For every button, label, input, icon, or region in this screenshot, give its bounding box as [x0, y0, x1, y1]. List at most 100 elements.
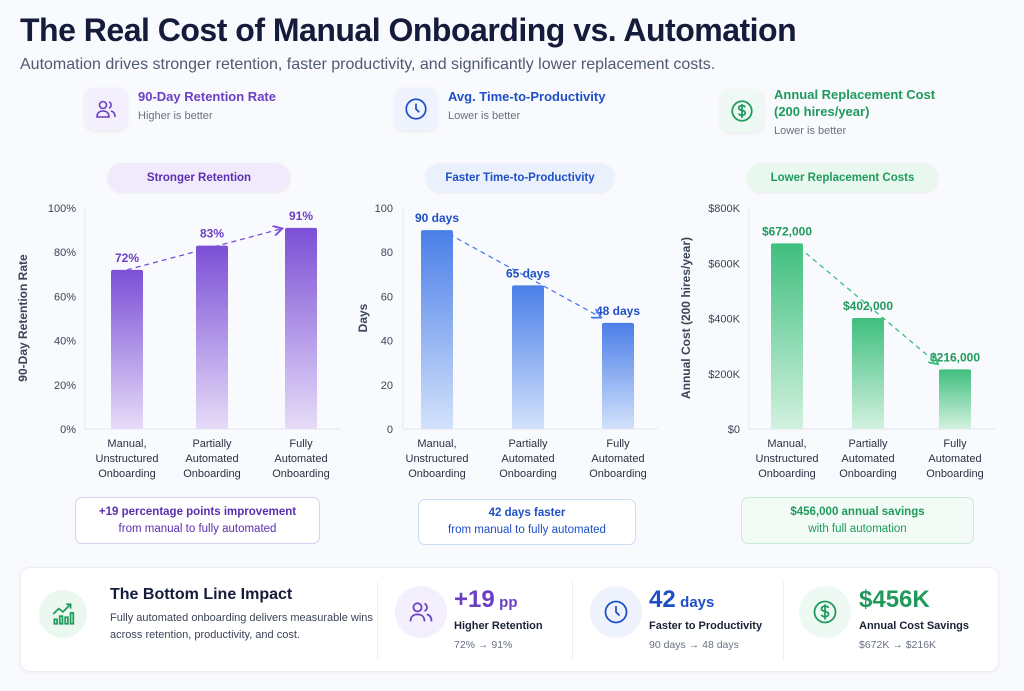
page-title: The Real Cost of Manual Onboarding vs. A… — [20, 12, 797, 48]
pill-stronger-retention: Stronger Retention — [108, 163, 290, 192]
pill-lower-costs: Lower Replacement Costs — [747, 163, 938, 192]
trend-arrow — [798, 246, 937, 363]
y-tick-label: 0% — [60, 424, 76, 436]
header-retention: 90-Day Retention Rate Higher is better — [85, 88, 276, 130]
header-productivity: Avg. Time-to-Productivity Lower is better — [395, 88, 605, 130]
y-tick-label: 40% — [54, 336, 76, 348]
pill-faster-productivity: Faster Time-to-Productivity — [426, 163, 614, 192]
callout-title: 42 days faster — [488, 507, 566, 519]
stat-unit: pp — [499, 594, 518, 611]
clock-icon — [590, 586, 642, 638]
bottom-line-panel: The Bottom Line Impact Fully automated o… — [20, 567, 999, 672]
bar — [421, 230, 453, 429]
bar-value-label: $216,000 — [930, 350, 980, 364]
header-title: Annual Replacement Cost (200 hires/year) — [774, 87, 936, 119]
chart-3: $0 $200K $400K $600K $800K Annual Cost (200 h… — [679, 203, 995, 480]
bar — [512, 285, 544, 429]
y-tick-label: 100% — [48, 203, 76, 215]
divider — [783, 582, 784, 659]
header-sub: Lower is better — [774, 125, 847, 137]
callout-sub: with full automation — [808, 522, 907, 535]
stat-value: +19 — [454, 586, 495, 613]
category-label: Manual, Unstructured Onboarding — [406, 438, 469, 480]
bar — [771, 243, 803, 429]
stat-sub: 90 days → 48 days — [649, 639, 739, 651]
dollar-icon — [799, 586, 851, 638]
divider — [377, 582, 378, 659]
trend-arrow — [448, 233, 600, 317]
y-tick-label: 0 — [387, 424, 393, 436]
dollar-icon — [721, 90, 763, 132]
bar-value-label: 91% — [289, 209, 313, 223]
stat-productivity: 42 days Faster to Productivity 90 days →… — [649, 586, 762, 691]
stat-label: Annual Cost Savings — [859, 620, 970, 632]
bar — [285, 227, 317, 429]
category-label: Fully Automated Onboarding — [589, 438, 647, 480]
stat-label: Faster to Productivity — [649, 620, 763, 632]
stat-sub: $672K → $216K — [859, 639, 937, 651]
bar-value-label: 90 days — [415, 211, 459, 225]
y-tick-label: 60% — [54, 291, 76, 303]
y-tick-label: 20 — [381, 380, 393, 392]
y-tick-label: $400K — [708, 314, 740, 326]
bar — [852, 317, 884, 429]
stat-value: 42 — [649, 586, 676, 613]
bar — [602, 322, 634, 429]
page-subtitle: Automation drives stronger retention, fa… — [20, 56, 716, 73]
category-label: Fully Automated Onboarding — [926, 438, 984, 480]
y-tick-label: 80% — [54, 247, 76, 259]
bottom-title: The Bottom Line Impact — [110, 586, 293, 603]
stat-unit: days — [680, 594, 715, 611]
charts-canvas: 0% 20% 40% 60% 80% 100% 90-Day Retention Rate 7… — [16, 203, 995, 480]
category-label: Partially Automated Onboarding — [183, 438, 241, 480]
bar-value-label: 48 days — [596, 304, 640, 318]
bar-value-label: $672,000 — [762, 224, 812, 238]
category-label: Manual, Unstructured Onboarding — [96, 438, 159, 480]
bar-value-label: 65 days — [506, 266, 550, 280]
bar — [196, 245, 228, 429]
bar-value-label: 83% — [200, 227, 224, 241]
stat-value: $456K — [859, 586, 930, 613]
y-tick-label: $800K — [708, 203, 740, 215]
bottom-desc: Fully automated onboarding delivers meas… — [110, 612, 373, 641]
category-label: Fully Automated Onboarding — [272, 438, 330, 480]
stat-cost: $456K Annual Cost Savings $672K → $216K — [859, 586, 969, 691]
bar — [939, 369, 971, 429]
category-label: Partially Automated Onboarding — [499, 438, 557, 480]
header-title: Avg. Time-to-Productivity — [448, 89, 606, 104]
clock-icon — [395, 88, 437, 130]
y-axis-title: Annual Cost (200 hires/year) — [679, 237, 693, 399]
y-tick-label: 20% — [54, 380, 76, 392]
bar-value-label: 72% — [115, 251, 139, 265]
y-tick-label: $0 — [728, 424, 740, 436]
category-label: Manual, Unstructured Onboarding — [756, 438, 819, 480]
category-label: Partially Automated Onboarding — [839, 438, 897, 480]
bar — [111, 269, 143, 429]
users-icon — [85, 88, 127, 130]
y-tick-label: 80 — [381, 247, 393, 259]
header-sub: Higher is better — [138, 110, 213, 122]
stat-label: Higher Retention — [454, 620, 543, 632]
callout-productivity: 42 days faster from manual to fully autom… — [418, 499, 636, 545]
callout-title: +19 percentage points improvement — [98, 505, 297, 518]
callout-title: $456,000 annual savings — [790, 505, 925, 518]
y-axis-title: 90-Day Retention Rate — [16, 254, 30, 382]
y-tick-label: 100 — [375, 203, 393, 215]
callout-retention: +19 percentage points improvement from ma… — [75, 497, 320, 544]
chart-2: 0 20 40 60 80 100 Days 90 days Manual, Unstructur… — [356, 203, 658, 480]
header-sub: Lower is better — [448, 110, 521, 122]
y-tick-label: $600K — [708, 258, 740, 270]
chart-growth-icon — [39, 590, 87, 638]
header-title: 90-Day Retention Rate — [138, 89, 276, 104]
callout-sub: from manual to fully automated — [448, 524, 606, 536]
y-tick-label: 40 — [381, 336, 393, 348]
callout-sub: from manual to fully automated — [118, 522, 277, 535]
chart-1: 0% 20% 40% 60% 80% 100% 90-Day Retention Rate 7… — [16, 203, 341, 480]
users-icon — [395, 586, 447, 638]
stat-retention: +19 pp Higher Retention 72% → 91% — [454, 586, 543, 691]
y-axis-title: Days — [356, 303, 370, 332]
divider — [572, 582, 573, 659]
y-tick-label: 60 — [381, 291, 393, 303]
header-cost: Annual Replacement Cost (200 hires/year)… — [721, 86, 954, 137]
stat-sub: 72% → 91% — [454, 639, 513, 651]
